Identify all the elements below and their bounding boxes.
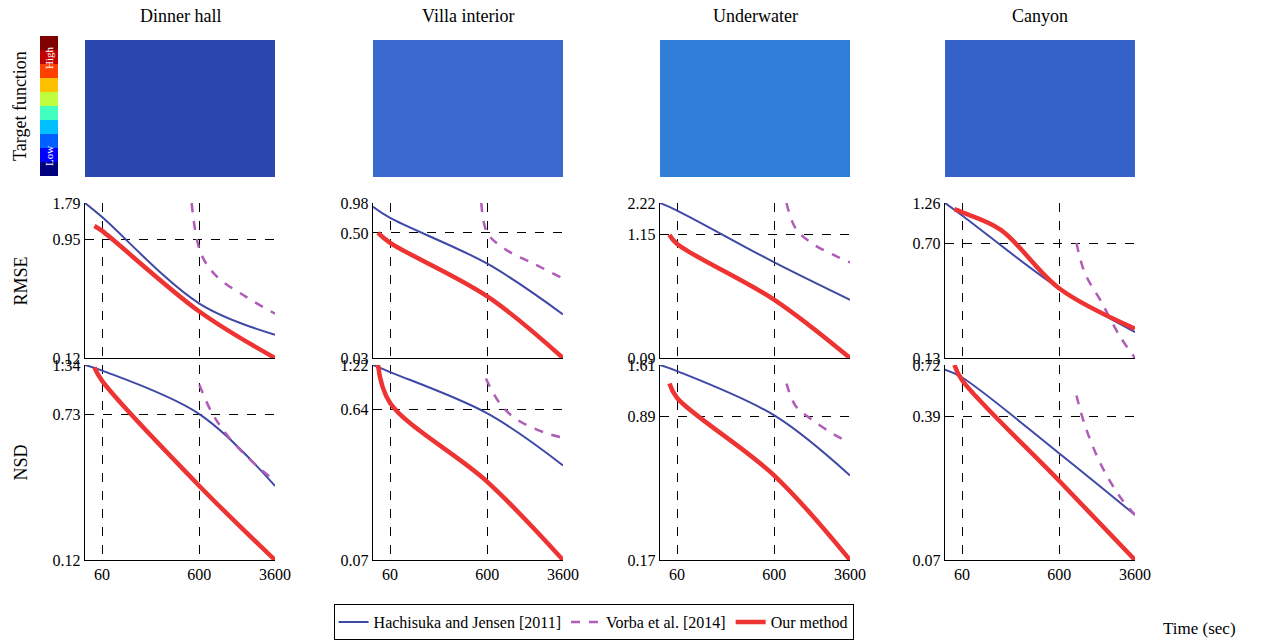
svg-text:High: High [43, 47, 55, 70]
svg-text:60: 60 [94, 566, 110, 583]
svg-text:0.89: 0.89 [628, 408, 656, 425]
svg-text:1.22: 1.22 [341, 357, 369, 374]
svg-text:0.98: 0.98 [341, 195, 369, 212]
svg-text:Target function: Target function [10, 51, 30, 161]
svg-text:0.72: 0.72 [913, 357, 941, 374]
svg-text:1.15: 1.15 [628, 226, 656, 243]
svg-text:3600: 3600 [834, 566, 866, 583]
svg-text:60: 60 [954, 566, 970, 583]
svg-text:Canyon: Canyon [1012, 6, 1068, 26]
svg-text:0.70: 0.70 [913, 235, 941, 252]
svg-text:Dinner hall: Dinner hall [140, 6, 221, 26]
svg-text:3600: 3600 [1119, 566, 1151, 583]
svg-text:600: 600 [1047, 566, 1071, 583]
svg-text:Low: Low [43, 146, 55, 166]
svg-text:600: 600 [475, 566, 499, 583]
svg-text:RMSE: RMSE [11, 256, 31, 305]
svg-text:Vorba et al. [2014]: Vorba et al. [2014] [606, 614, 726, 631]
svg-text:0.07: 0.07 [341, 552, 369, 569]
svg-text:3600: 3600 [259, 566, 291, 583]
svg-text:1.26: 1.26 [913, 195, 941, 212]
svg-text:2.22: 2.22 [628, 195, 656, 212]
svg-text:Time (sec): Time (sec) [1163, 619, 1236, 638]
svg-text:0.13: 0.13 [913, 350, 941, 367]
svg-text:600: 600 [187, 566, 211, 583]
svg-text:0.03: 0.03 [341, 350, 369, 367]
svg-text:Underwater: Underwater [713, 6, 798, 26]
svg-text:1.34: 1.34 [53, 357, 81, 374]
svg-text:0.73: 0.73 [53, 406, 81, 423]
svg-text:600: 600 [762, 566, 786, 583]
svg-text:0.17: 0.17 [628, 552, 656, 569]
svg-text:1.61: 1.61 [628, 357, 656, 374]
svg-text:NSD: NSD [11, 444, 31, 480]
svg-text:0.12: 0.12 [53, 350, 81, 367]
svg-text:3600: 3600 [547, 566, 579, 583]
svg-text:0.12: 0.12 [53, 552, 81, 569]
svg-text:0.64: 0.64 [341, 401, 369, 418]
svg-text:0.95: 0.95 [53, 231, 81, 248]
svg-text:0.07: 0.07 [913, 552, 941, 569]
svg-text:60: 60 [669, 566, 685, 583]
svg-text:0.50: 0.50 [341, 225, 369, 242]
svg-text:0.09: 0.09 [628, 350, 656, 367]
svg-text:0.39: 0.39 [913, 408, 941, 425]
svg-text:Our method: Our method [771, 614, 848, 631]
svg-text:Villa interior: Villa interior [422, 6, 514, 26]
svg-text:1.79: 1.79 [53, 195, 81, 212]
svg-text:60: 60 [382, 566, 398, 583]
svg-text:Hachisuka and Jensen [2011]: Hachisuka and Jensen [2011] [374, 614, 561, 631]
